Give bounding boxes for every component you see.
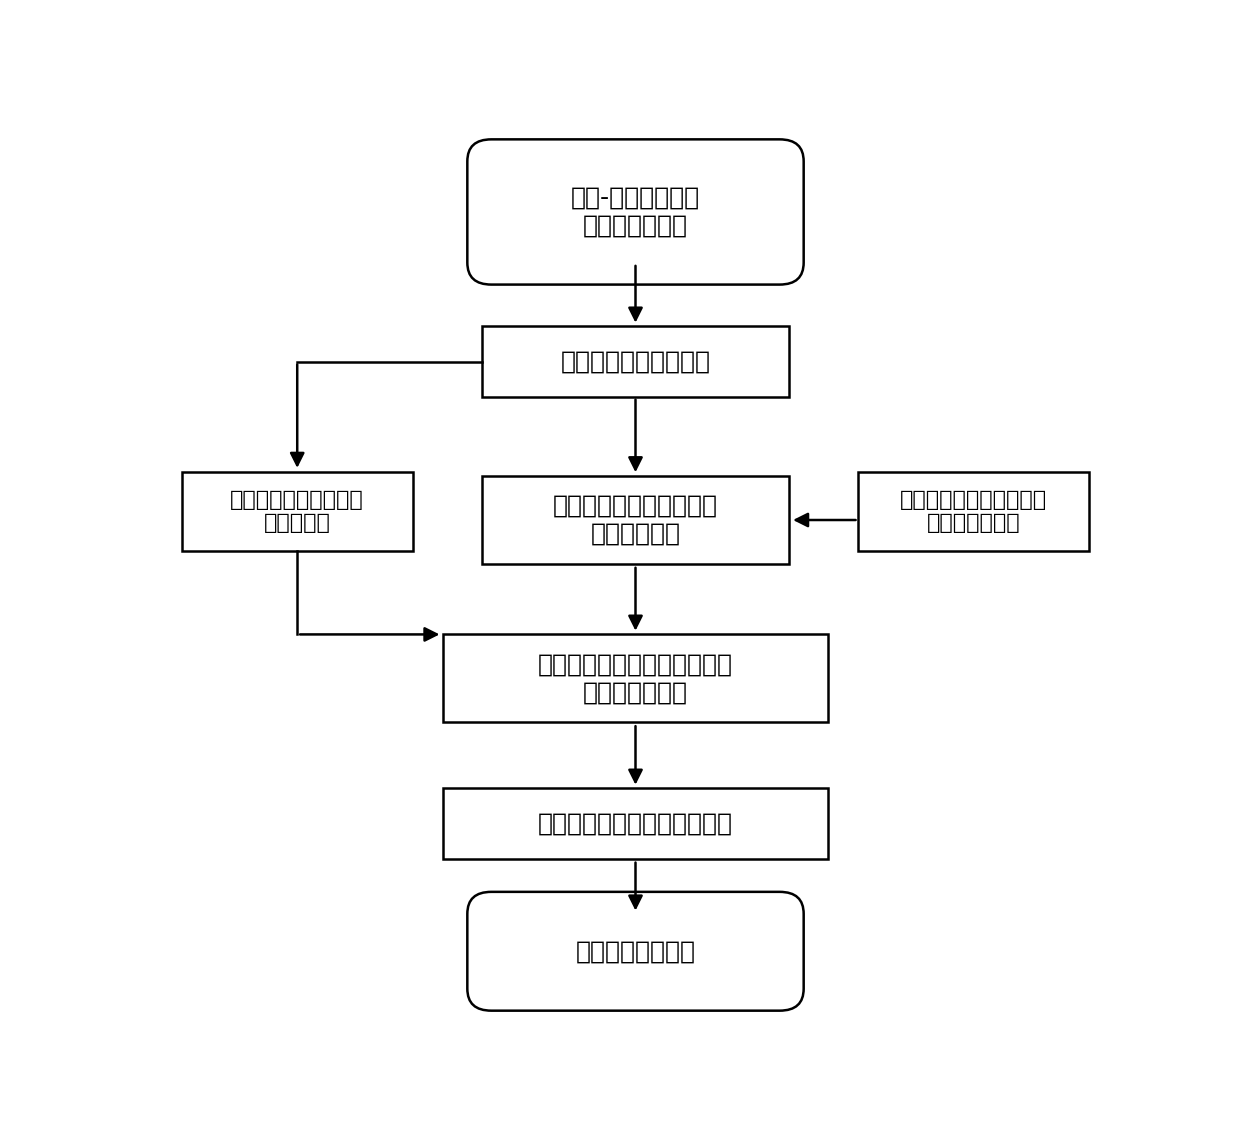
FancyBboxPatch shape bbox=[444, 634, 828, 722]
Text: 测量轴承支撑处转子的
不平衡响应: 测量轴承支撑处转子的 不平衡响应 bbox=[231, 489, 365, 533]
FancyBboxPatch shape bbox=[182, 472, 413, 551]
Text: 建立承受等效油膜载荷的
转子有限元模型: 建立承受等效油膜载荷的 转子有限元模型 bbox=[900, 489, 1048, 533]
Text: 转子-滑动轴承系统
不平衡响应实验: 转子-滑动轴承系统 不平衡响应实验 bbox=[570, 186, 701, 238]
Text: 测量转子的不平衡响应: 测量转子的不平衡响应 bbox=[560, 350, 711, 374]
FancyBboxPatch shape bbox=[444, 789, 828, 858]
FancyBboxPatch shape bbox=[467, 139, 804, 285]
Text: 建立油膜载荷与油膜特性参数
之间的反求关系: 建立油膜载荷与油膜特性参数 之间的反求关系 bbox=[538, 653, 733, 704]
FancyBboxPatch shape bbox=[467, 892, 804, 1010]
FancyBboxPatch shape bbox=[858, 472, 1089, 551]
Text: 基于格林函数法和正则化
重构油膜载荷: 基于格林函数法和正则化 重构油膜载荷 bbox=[553, 494, 718, 546]
FancyBboxPatch shape bbox=[481, 475, 789, 563]
Text: 输出油膜特性参数: 输出油膜特性参数 bbox=[575, 940, 696, 964]
FancyBboxPatch shape bbox=[481, 327, 789, 397]
Text: 最小二乘法计算油膜特性参数: 最小二乘法计算油膜特性参数 bbox=[538, 812, 733, 836]
